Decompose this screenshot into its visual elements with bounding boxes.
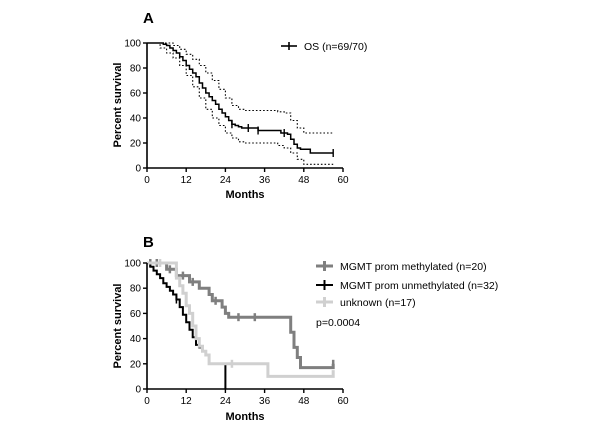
panel-b: B 0 12 24 36 48 60 0 20 40 60 80 100 Months Percent… [112,234,498,423]
panel-a-series-0-curve [147,42,334,154]
panel-a-x-tick-label: 48 [298,175,310,186]
panel-b-letter: B [143,234,154,251]
panel-b-x-axis-title: Months [225,411,264,423]
panel-b-x-tick-label: 60 [337,396,349,407]
panel-b-x-tick-label: 48 [298,396,310,407]
panel-a: A 0 12 24 36 48 60 0 20 40 60 80 100 Months Percent… [112,10,367,201]
p-value-label: p=0.0004 [316,317,360,329]
panel-a-y-axis-title: Percent survival [112,63,124,148]
panel-b-x-tick-label: 36 [259,396,271,407]
panel-a-series-2-curve [147,42,334,165]
panel-b-series-2-curve [147,261,335,378]
panel-b-y-tick-label: 80 [130,284,142,295]
panel-a-y-tick-label: 80 [130,64,142,75]
panel-a-y-tick-label: 0 [135,164,141,175]
legend-methylated-label: MGMT prom methylated (n=20) [340,261,487,273]
panel-b-x-tick-label: 12 [181,396,193,407]
panel-a-series-1-curve [147,42,334,134]
panel-a-y-tick-label: 20 [130,139,142,150]
panel-a-x-tick-label: 60 [337,175,349,186]
legend-unmethylated-label: MGMT prom unmethylated (n=32) [340,280,498,292]
panel-a-x-tick-label: 12 [181,175,193,186]
legend-unknown-label: unknown (n=17) [340,297,416,309]
panel-a-legend: OS (n=69/70) [281,41,367,53]
panel-b-x-tick-label: 24 [220,396,232,407]
panel-a-y-tick-label: 100 [124,39,141,50]
panel-a-x-tick-label: 36 [259,175,271,186]
panel-a-x-tick-label: 0 [144,175,150,186]
panel-b-y-axis-title: Percent survival [112,284,124,369]
panel-b-y-tick-label: 100 [124,259,141,270]
legend-os-label: OS (n=69/70) [304,41,367,53]
panel-a-y-tick-label: 60 [130,89,142,100]
panel-a-letter: A [143,10,154,27]
panel-a-x-axis-title: Months [225,189,264,201]
panel-b-y-tick-label: 20 [130,359,142,370]
panel-b-x-tick-label: 0 [144,396,150,407]
panel-b-y-tick-label: 0 [135,385,141,396]
panel-a-y-tick-label: 40 [130,114,142,125]
panel-b-y-tick-label: 60 [130,309,142,320]
panel-b-y-tick-label: 40 [130,334,142,345]
panel-b-legend: MGMT prom methylated (n=20) MGMT prom un… [316,261,498,329]
panel-a-x-tick-label: 24 [220,175,232,186]
panel-b-series-1-curve [147,262,227,389]
